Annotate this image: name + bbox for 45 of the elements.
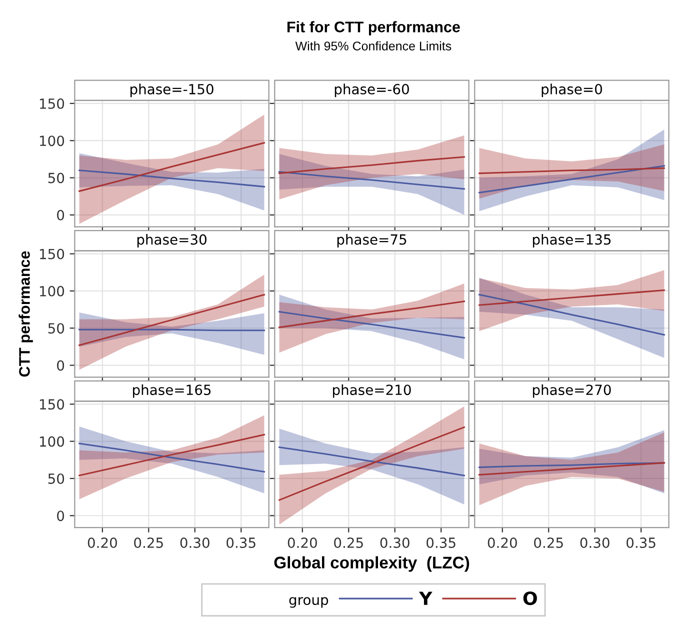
line-series	[78, 294, 265, 346]
chart-title: phase=-150	[130, 84, 214, 98]
chart-title: phase=75	[337, 234, 406, 248]
line-series	[78, 142, 265, 192]
y-tick-label: 100	[40, 286, 64, 296]
legend-title: group	[289, 597, 328, 608]
x-tick-label: 0.20	[488, 537, 517, 548]
x-tick-label: 0.30	[180, 537, 210, 548]
x-tick-label: 0.25	[534, 537, 563, 548]
y-tick-label: 150	[40, 399, 64, 410]
y-tick-label: 100	[40, 436, 64, 447]
legend-label: Y	[418, 592, 432, 605]
x-tick-label: 0.35	[626, 537, 656, 548]
y-tick-label: 150	[40, 248, 64, 260]
y-tick-label: 0	[57, 210, 64, 220]
x-axis-title: Global complexity (LZC)	[274, 556, 470, 572]
y-tick-label: 150	[40, 98, 64, 109]
legend-label: O	[523, 591, 537, 606]
x-tick-label: 0.30	[580, 537, 610, 548]
chart-title: phase=30	[137, 234, 206, 248]
x-tick-label: 0.20	[88, 537, 117, 548]
chart-title: phase=-60	[334, 84, 409, 98]
chart-title: phase=0	[542, 84, 602, 98]
y-tick-label: 50	[48, 172, 64, 184]
x-tick-label: 0.25	[134, 537, 163, 548]
chart-title: phase=165	[133, 384, 211, 398]
y-axis-title: CTT performance	[18, 251, 33, 377]
line-series	[78, 170, 265, 188]
y-tick-label: 0	[57, 360, 64, 371]
line-series	[78, 434, 265, 476]
y-tick-label: 100	[40, 136, 64, 146]
chart-title: phase=135	[532, 234, 611, 248]
x-tick-label: 0.25	[334, 537, 363, 548]
line-series	[78, 442, 265, 473]
y-tick-label: 0	[57, 510, 64, 522]
x-tick-label: 0.30	[380, 537, 410, 548]
text: With 95% Confidence Limits	[295, 41, 452, 50]
x-tick-label: 0.20	[288, 537, 317, 548]
text: Fit for CTT performance	[287, 21, 460, 36]
chart-title: phase=210	[332, 384, 411, 398]
x-tick-label: 0.35	[226, 537, 256, 548]
x-tick-label: 0.35	[426, 537, 456, 548]
chart-title: phase=270	[532, 384, 611, 398]
y-tick-label: 50	[48, 473, 64, 484]
y-tick-label: 50	[48, 323, 64, 334]
